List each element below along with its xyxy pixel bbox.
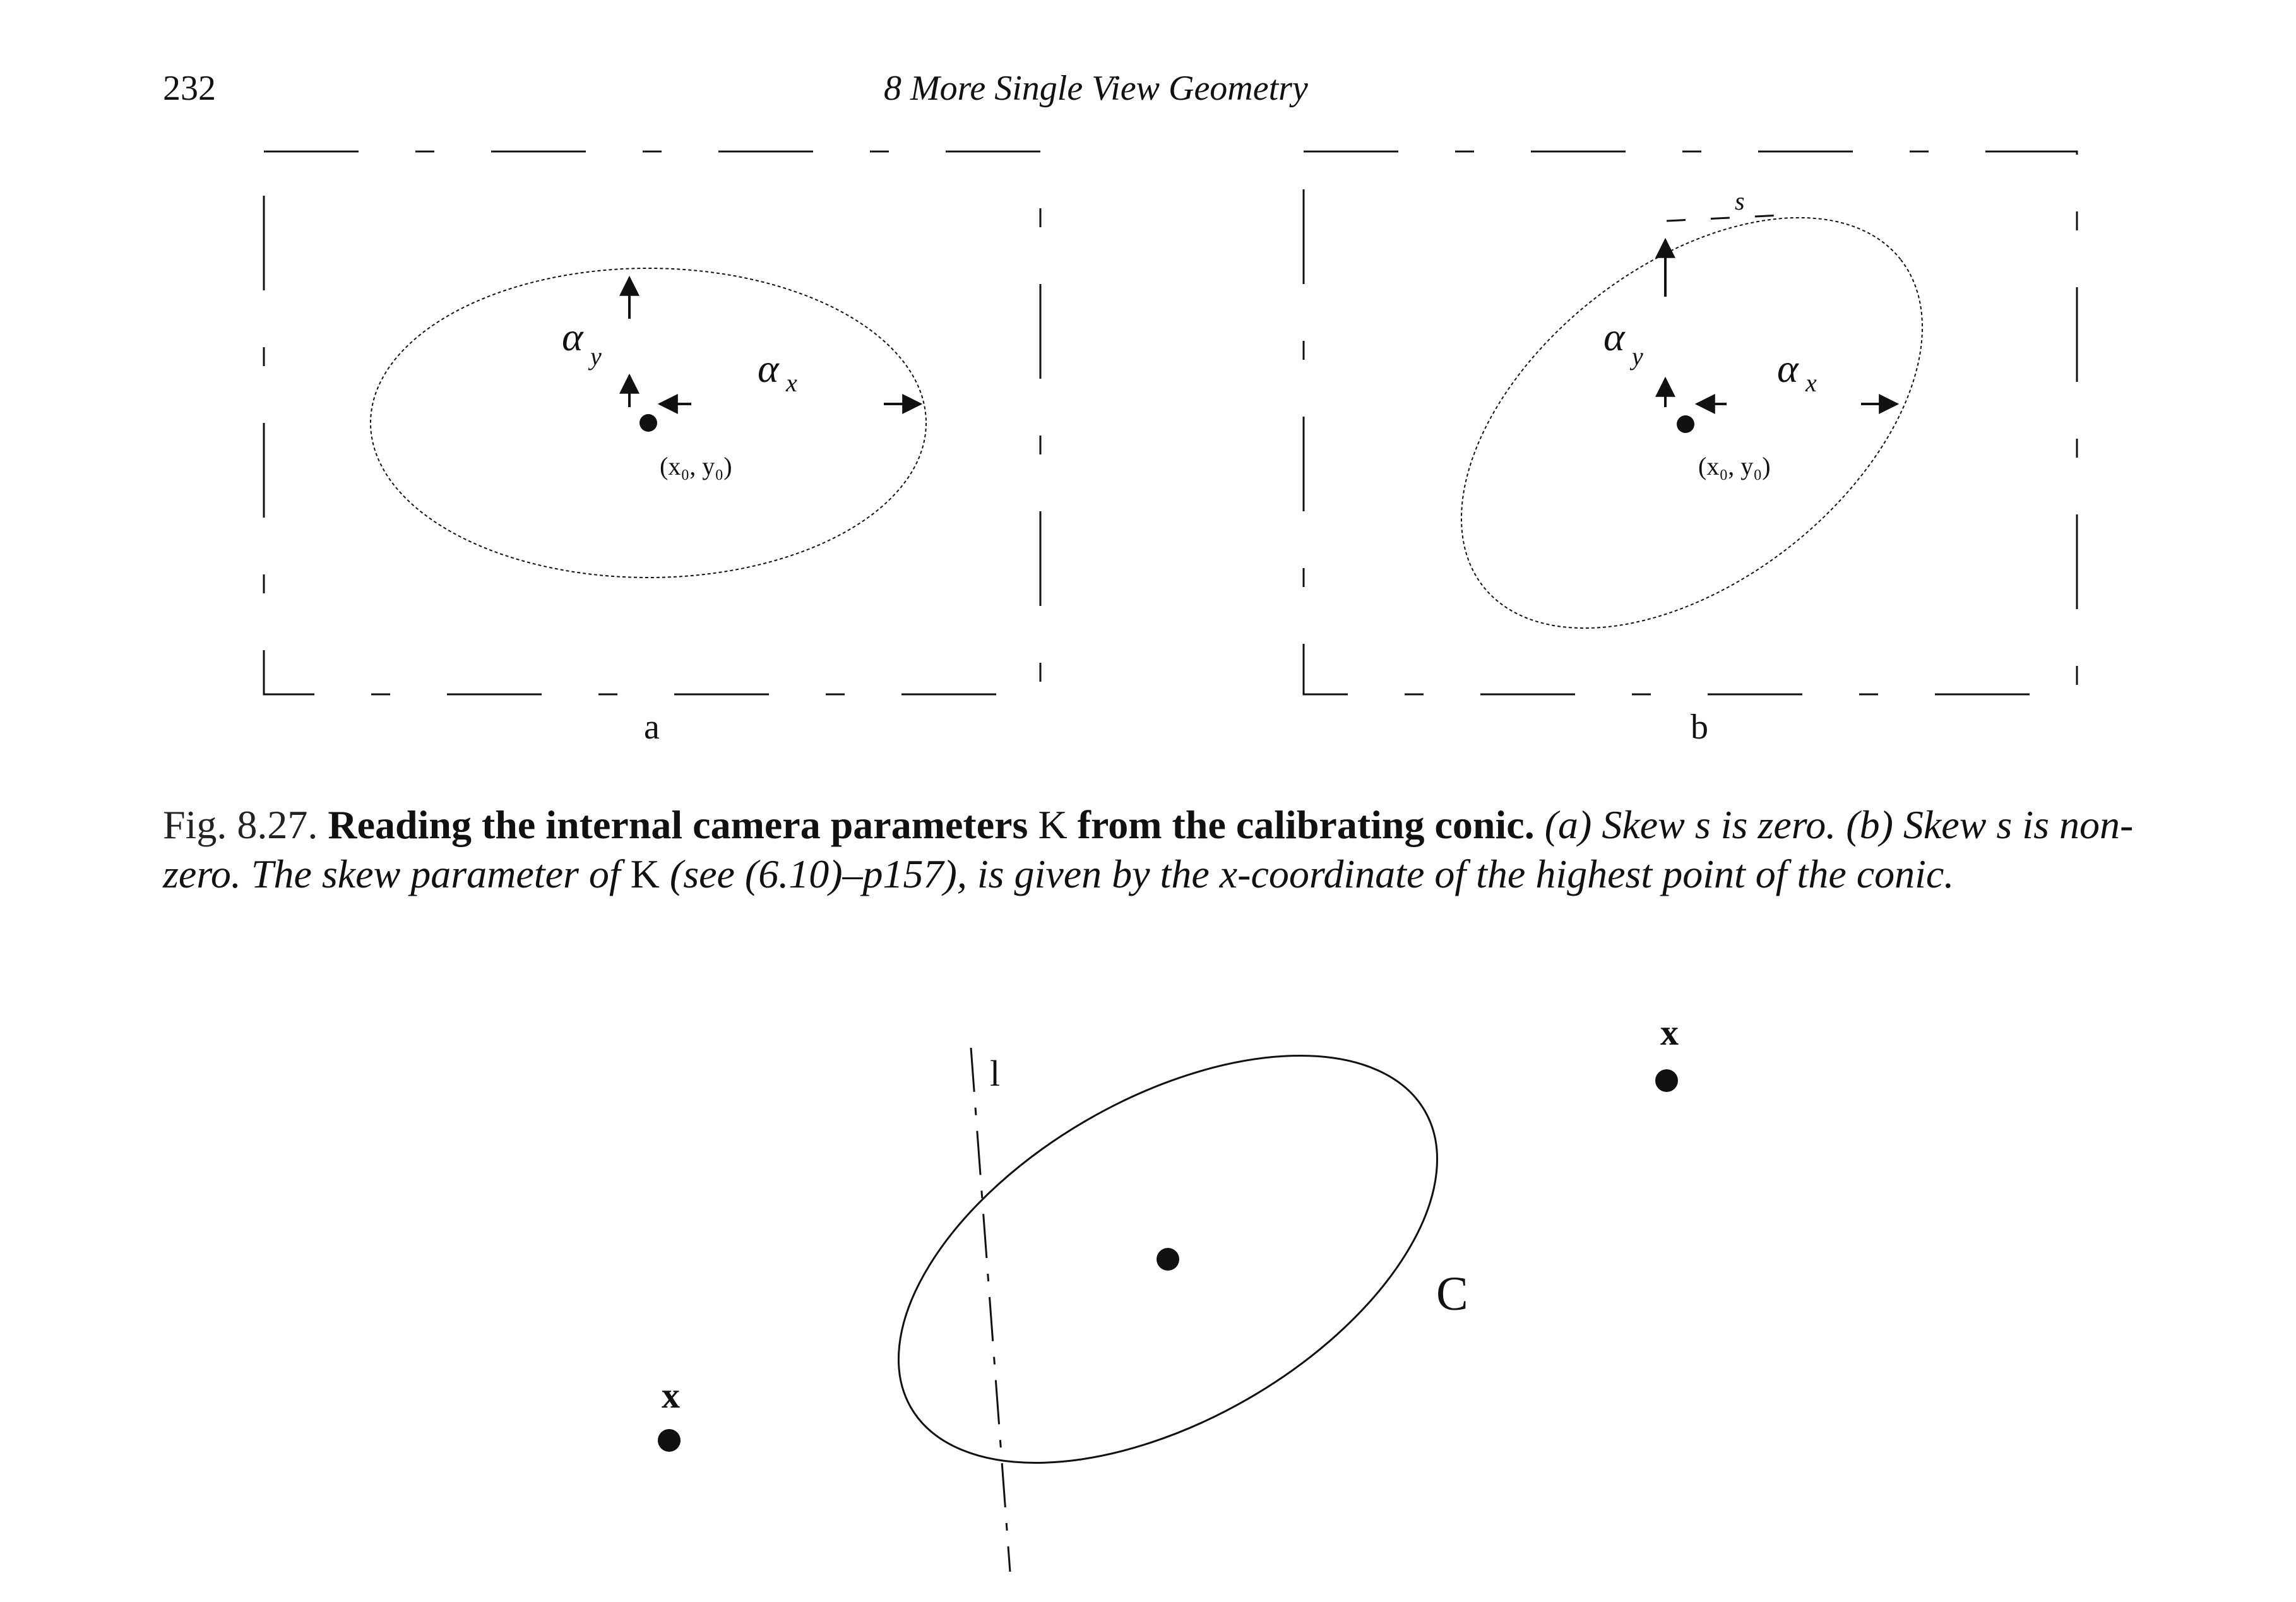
image-frame-a (263, 150, 1042, 696)
caption-part-c: (see (6.10)–p157), is given by the x-coo… (659, 851, 1954, 897)
panel-a: α y α x (x₀, y₀) a (263, 150, 1042, 747)
calibrating-conic-b (1460, 217, 1924, 629)
panel-b: s α y α x (x₀, y₀) b (1302, 150, 2078, 747)
polar-line-l (970, 1047, 1011, 1572)
caption-title-part-2: from the calibrating conic. (1067, 802, 1535, 847)
image-frame-b (1302, 150, 2078, 696)
point-x (1655, 1069, 1678, 1092)
alpha-y-label-a: α (562, 314, 584, 359)
conic-C-label: C (1436, 1267, 1468, 1320)
caption-title-K: K (1038, 802, 1068, 847)
caption-part-b: (b) Skew s is non-zero. The skew paramet… (163, 802, 2134, 897)
alpha-y-sub-a: y (588, 342, 602, 371)
alpha-y-sub-b: y (1629, 342, 1643, 371)
alpha-x-label-a: α (758, 346, 780, 391)
calibrating-conic-a (370, 268, 927, 578)
alpha-x-sub-b: x (1805, 369, 1817, 397)
panel-a-label: a (644, 708, 660, 747)
alpha-x-sub-a: x (785, 369, 797, 397)
point-x-label: x (1660, 1012, 1679, 1053)
point-x-2-label: x (662, 1375, 680, 1416)
panel-b-label: b (1691, 708, 1708, 747)
skew-label: s (1735, 187, 1745, 215)
conic-C (897, 1055, 1439, 1464)
caption-title-part-1: Reading the internal camera parameters (328, 802, 1038, 847)
conic-center-point (1157, 1248, 1179, 1271)
principal-point-label-a: (x₀, y₀) (660, 452, 732, 480)
principal-point-b (1677, 415, 1694, 433)
caption-figure-number: Fig. 8.27. (163, 802, 318, 847)
figure-caption: Fig. 8.27. Reading the internal camera p… (163, 800, 2183, 899)
principal-point-label-b: (x₀, y₀) (1698, 452, 1771, 480)
caption-title: Reading the internal camera parameters K… (328, 802, 1534, 847)
alpha-x-label-b: α (1777, 346, 1799, 391)
line-l-label: l (990, 1053, 1000, 1094)
caption-part-a: (a) Skew s is zero. (1534, 802, 1836, 847)
lower-figure: l x x C (658, 1012, 1679, 1572)
alpha-y-label-b: α (1603, 314, 1626, 359)
caption-K: K (630, 851, 660, 897)
skew-dimension-line (1666, 213, 1793, 222)
principal-point-a (639, 414, 657, 432)
page-number: 232 (163, 69, 216, 108)
point-x-2 (658, 1429, 681, 1452)
running-title: 8 More Single View Geometry (884, 69, 1308, 108)
